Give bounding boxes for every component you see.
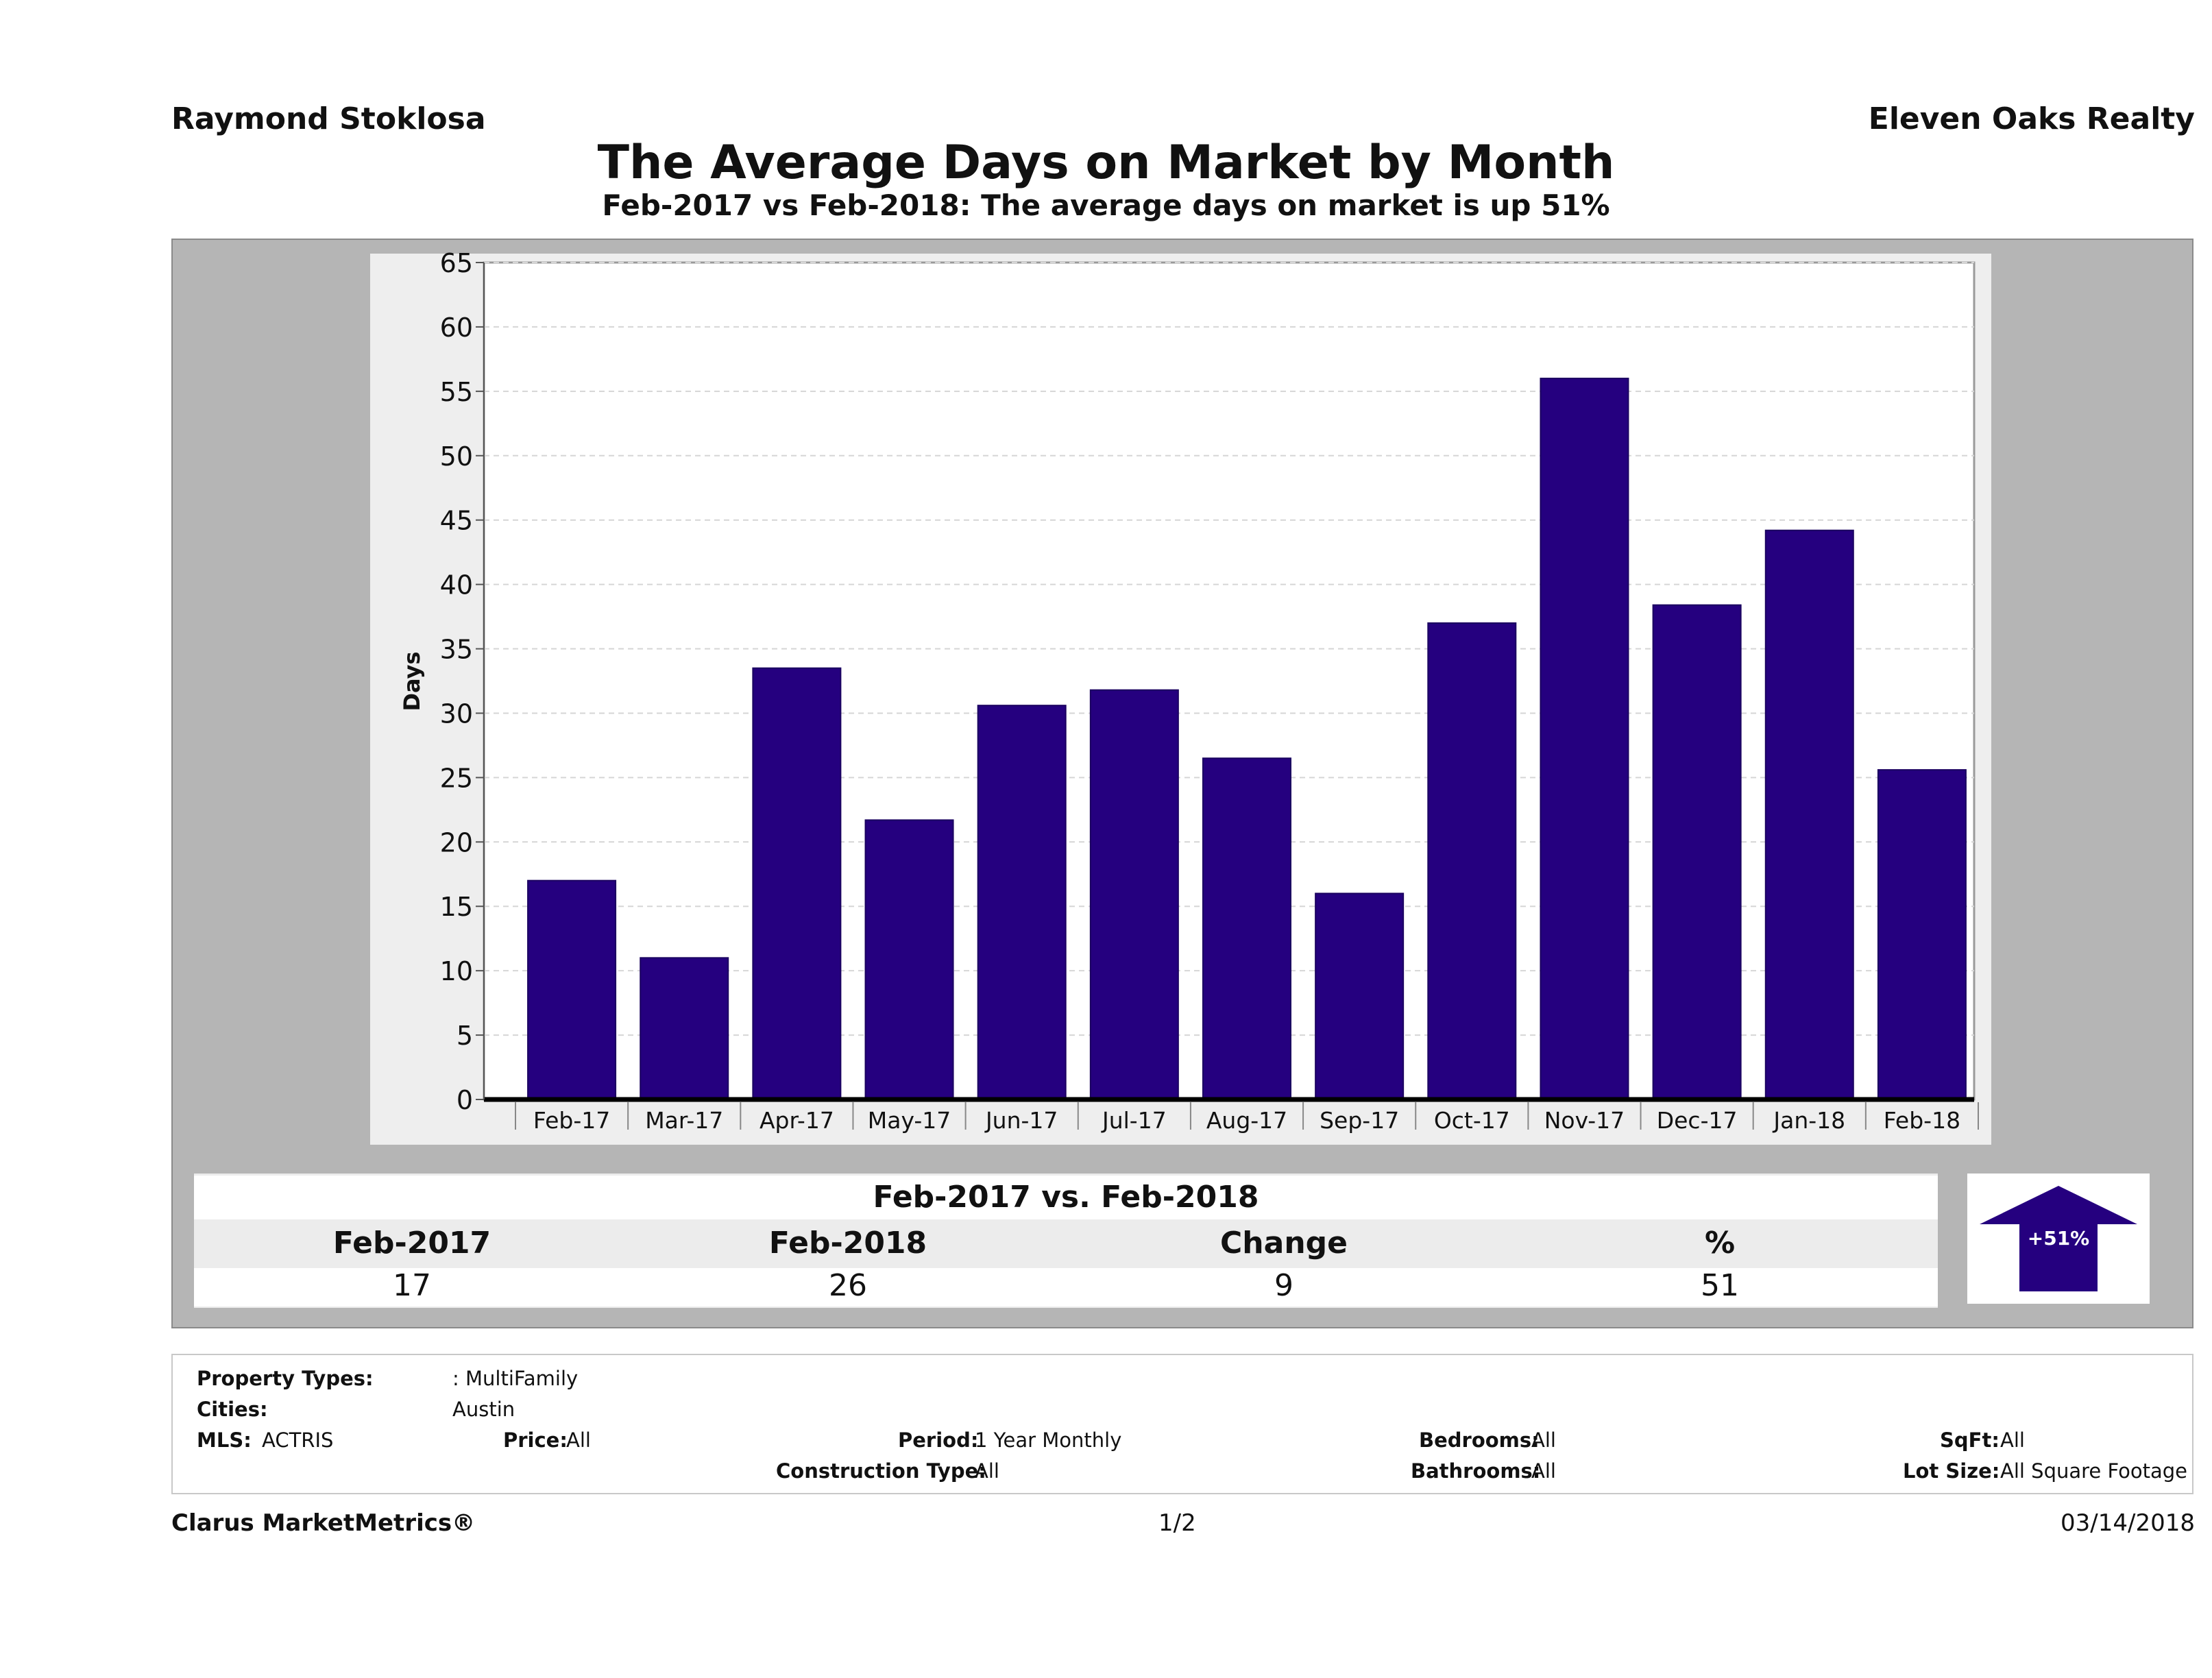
bar-nov-17 <box>1540 378 1629 1100</box>
bar-jan-18 <box>1764 529 1854 1100</box>
y-tick-label: 60 <box>440 313 473 343</box>
footer-brand: Clarus MarketMetrics® <box>171 1509 476 1537</box>
construction-type-value: All <box>975 1459 999 1483</box>
bar-dec-17 <box>1652 604 1742 1100</box>
x-tick-label: Jan-18 <box>1772 1107 1845 1134</box>
x-tick-label: Dec-17 <box>1657 1107 1738 1134</box>
property-types-value: : MultiFamily <box>452 1367 579 1390</box>
x-tick-label: Sep-17 <box>1320 1107 1399 1134</box>
x-tick-label: Oct-17 <box>1434 1107 1510 1134</box>
filters-box <box>171 1354 2193 1494</box>
y-tick-label: 40 <box>440 570 473 600</box>
y-tick-label: 45 <box>440 506 473 536</box>
y-tick-label: 10 <box>440 956 473 986</box>
x-tick-label: Nov-17 <box>1544 1107 1625 1134</box>
summary-value-feb2017: 17 <box>393 1268 431 1303</box>
summary-col-feb2017: Feb-2017 <box>332 1226 491 1261</box>
cities-label: Cities: <box>197 1398 268 1421</box>
bar-jul-17 <box>1089 689 1179 1100</box>
bathrooms-value: All <box>1531 1459 1556 1483</box>
sqft-label: SqFt: <box>1940 1428 2000 1452</box>
y-tick-label: 0 <box>457 1085 473 1115</box>
x-tick-label: May-17 <box>868 1107 951 1134</box>
price-label: Price: <box>503 1428 568 1452</box>
bar-oct-17 <box>1427 622 1517 1100</box>
construction-type-label: Construction Type: <box>776 1459 986 1483</box>
lot-size-label: Lot Size: <box>1903 1459 2000 1483</box>
summary-col-change: Change <box>1220 1226 1348 1261</box>
price-value: All <box>566 1428 591 1452</box>
bathrooms-label: Bathrooms: <box>1411 1459 1541 1483</box>
period-label: Period: <box>898 1428 979 1452</box>
property-types-label: Property Types: <box>197 1367 374 1390</box>
y-tick-label: 5 <box>457 1021 473 1051</box>
bar-may-17 <box>864 819 954 1101</box>
x-tick-label: Feb-17 <box>533 1107 610 1134</box>
sqft-value: All <box>2000 1428 2025 1452</box>
x-tick-label: Jul-17 <box>1101 1107 1167 1134</box>
y-tick-label: 65 <box>440 248 473 278</box>
page-title: The Average Days on Market by Month <box>597 136 1615 190</box>
y-tick-label: 55 <box>440 377 473 407</box>
summary-col-feb2018: Feb-2018 <box>768 1226 927 1261</box>
bar-mar-17 <box>640 957 729 1101</box>
bar-apr-17 <box>752 667 842 1100</box>
summary-value-change: 9 <box>1274 1268 1293 1303</box>
bar-aug-17 <box>1202 757 1291 1100</box>
x-tick-label: Feb-18 <box>1884 1107 1960 1134</box>
footer-date: 03/14/2018 <box>2061 1509 2195 1537</box>
y-tick-label: 35 <box>440 635 473 665</box>
bedrooms-label: Bedrooms: <box>1419 1428 1540 1452</box>
summary-heading: Feb-2017 vs. Feb-2018 <box>194 1176 1938 1219</box>
mls-label: MLS: <box>197 1428 252 1452</box>
x-tick-label: Aug-17 <box>1206 1107 1287 1134</box>
x-tick-label: Mar-17 <box>645 1107 723 1134</box>
y-tick-label: 30 <box>440 698 473 729</box>
summary-value-feb2018: 26 <box>829 1268 867 1303</box>
page-subtitle: Feb-2017 vs Feb-2018: The average days o… <box>602 189 1610 222</box>
mls-value: ACTRIS <box>262 1428 334 1452</box>
lot-size-value: All Square Footage <box>2000 1459 2188 1483</box>
summary-col-percent: % <box>1704 1226 1736 1261</box>
y-tick-label: 50 <box>440 441 473 472</box>
y-axis-label: Days <box>399 651 425 711</box>
company-name: Eleven Oaks Realty <box>1868 101 2195 136</box>
period-value: 1 Year Monthly <box>975 1428 1122 1452</box>
bar-feb-17 <box>527 879 617 1100</box>
bedrooms-value: All <box>1531 1428 1556 1452</box>
agent-name: Raymond Stoklosa <box>171 101 486 136</box>
bar-feb-18 <box>1877 769 1967 1101</box>
cities-value: Austin <box>452 1398 515 1421</box>
bar-sep-17 <box>1315 892 1405 1100</box>
summary-value-row <box>194 1268 1938 1306</box>
x-tick-label: Jun-17 <box>984 1107 1058 1134</box>
up-arrow-icon <box>1980 1186 2137 1291</box>
bar-jun-17 <box>977 705 1067 1100</box>
y-tick-label: 20 <box>440 827 473 858</box>
change-badge-label: +51% <box>2027 1227 2090 1250</box>
y-tick-label: 15 <box>440 892 473 922</box>
summary-value-percent: 51 <box>1701 1268 1739 1303</box>
x-tick-label: Apr-17 <box>759 1107 834 1134</box>
y-tick-label: 25 <box>440 763 473 793</box>
footer-page-number: 1/2 <box>1158 1509 1196 1537</box>
